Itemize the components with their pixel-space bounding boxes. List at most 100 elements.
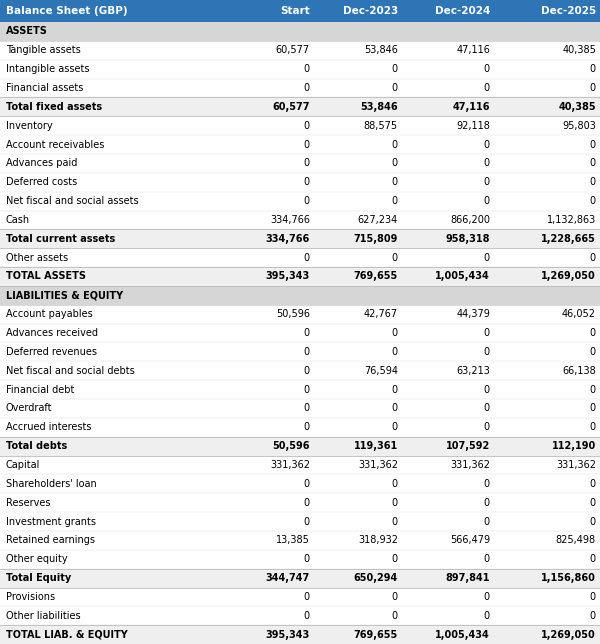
Text: 107,592: 107,592 (446, 441, 490, 451)
Text: Deferred costs: Deferred costs (6, 177, 77, 187)
Text: Start: Start (280, 6, 310, 16)
Text: 1,228,665: 1,228,665 (541, 234, 596, 244)
Text: 395,343: 395,343 (266, 630, 310, 639)
Bar (0, 512, 600, 531)
Text: 0: 0 (392, 347, 398, 357)
Text: Investment grants: Investment grants (6, 516, 96, 527)
Text: 0: 0 (392, 611, 398, 621)
Bar (0, 248, 600, 267)
Text: Advances received: Advances received (6, 328, 98, 338)
Text: Dec-2023: Dec-2023 (343, 6, 398, 16)
Bar (0, 455, 600, 475)
Text: 0: 0 (304, 158, 310, 168)
Text: 0: 0 (590, 384, 596, 395)
Bar (0, 60, 600, 79)
Text: 331,362: 331,362 (450, 460, 490, 470)
Text: 1,005,434: 1,005,434 (435, 630, 490, 639)
Text: 76,594: 76,594 (364, 366, 398, 375)
Text: Dec-2025: Dec-2025 (541, 6, 596, 16)
Text: Total debts: Total debts (6, 441, 67, 451)
Text: 1,269,050: 1,269,050 (541, 630, 596, 639)
Text: 825,498: 825,498 (556, 535, 596, 545)
Bar (0, 0, 600, 22)
Text: 0: 0 (392, 158, 398, 168)
Text: 0: 0 (304, 516, 310, 527)
Text: 866,200: 866,200 (450, 215, 490, 225)
Text: 0: 0 (392, 177, 398, 187)
Text: Account payables: Account payables (6, 309, 93, 319)
Text: 0: 0 (484, 384, 490, 395)
Text: 0: 0 (484, 592, 490, 602)
Text: 0: 0 (304, 384, 310, 395)
Text: 1,132,863: 1,132,863 (547, 215, 596, 225)
Text: 0: 0 (484, 554, 490, 564)
Text: 47,116: 47,116 (452, 102, 490, 112)
Text: 60,577: 60,577 (276, 45, 310, 55)
Text: 627,234: 627,234 (358, 215, 398, 225)
Text: 119,361: 119,361 (354, 441, 398, 451)
Text: 0: 0 (590, 140, 596, 149)
Text: Financial assets: Financial assets (6, 83, 83, 93)
Text: 0: 0 (590, 479, 596, 489)
Bar (0, 587, 600, 607)
Text: 1,156,860: 1,156,860 (541, 573, 596, 583)
Text: Inventory: Inventory (6, 120, 53, 131)
Text: Deferred revenues: Deferred revenues (6, 347, 97, 357)
Text: 0: 0 (392, 498, 398, 507)
Text: 0: 0 (304, 120, 310, 131)
Text: 0: 0 (590, 516, 596, 527)
Text: 0: 0 (484, 328, 490, 338)
Bar (0, 97, 600, 117)
Text: 318,932: 318,932 (358, 535, 398, 545)
Text: 88,575: 88,575 (364, 120, 398, 131)
Text: 0: 0 (392, 479, 398, 489)
Text: Capital: Capital (6, 460, 40, 470)
Text: Total Equity: Total Equity (6, 573, 71, 583)
Text: 40,385: 40,385 (562, 45, 596, 55)
Text: Net fiscal and social assets: Net fiscal and social assets (6, 196, 139, 206)
Bar (0, 117, 600, 135)
Text: 60,577: 60,577 (272, 102, 310, 112)
Text: 0: 0 (392, 384, 398, 395)
Bar (0, 135, 600, 154)
Bar (0, 399, 600, 418)
Text: 0: 0 (590, 158, 596, 168)
Text: Dec-2024: Dec-2024 (434, 6, 490, 16)
Text: ASSETS: ASSETS (6, 26, 48, 37)
Text: 0: 0 (484, 347, 490, 357)
Bar (0, 437, 600, 455)
Text: 0: 0 (484, 196, 490, 206)
Text: 0: 0 (484, 158, 490, 168)
Text: 0: 0 (484, 177, 490, 187)
Text: 0: 0 (590, 403, 596, 413)
Bar (0, 79, 600, 97)
Text: 0: 0 (484, 140, 490, 149)
Text: 0: 0 (590, 196, 596, 206)
Bar (0, 418, 600, 437)
Text: 0: 0 (484, 422, 490, 432)
Text: 0: 0 (304, 403, 310, 413)
Text: 47,116: 47,116 (456, 45, 490, 55)
Text: 112,190: 112,190 (552, 441, 596, 451)
Text: 63,213: 63,213 (456, 366, 490, 375)
Text: 0: 0 (304, 366, 310, 375)
Bar (0, 361, 600, 380)
Text: 0: 0 (590, 592, 596, 602)
Text: 0: 0 (304, 479, 310, 489)
Text: 0: 0 (590, 83, 596, 93)
Text: 0: 0 (590, 177, 596, 187)
Text: 50,596: 50,596 (272, 441, 310, 451)
Text: Balance Sheet (GBP): Balance Sheet (GBP) (6, 6, 128, 16)
Text: Provisions: Provisions (6, 592, 55, 602)
Bar (0, 154, 600, 173)
Text: 0: 0 (484, 83, 490, 93)
Text: 0: 0 (484, 252, 490, 263)
Text: 0: 0 (590, 328, 596, 338)
Text: 0: 0 (590, 64, 596, 74)
Text: 0: 0 (484, 403, 490, 413)
Text: 0: 0 (590, 611, 596, 621)
Text: 0: 0 (392, 516, 398, 527)
Bar (0, 380, 600, 399)
Text: 0: 0 (392, 328, 398, 338)
Text: 0: 0 (484, 498, 490, 507)
